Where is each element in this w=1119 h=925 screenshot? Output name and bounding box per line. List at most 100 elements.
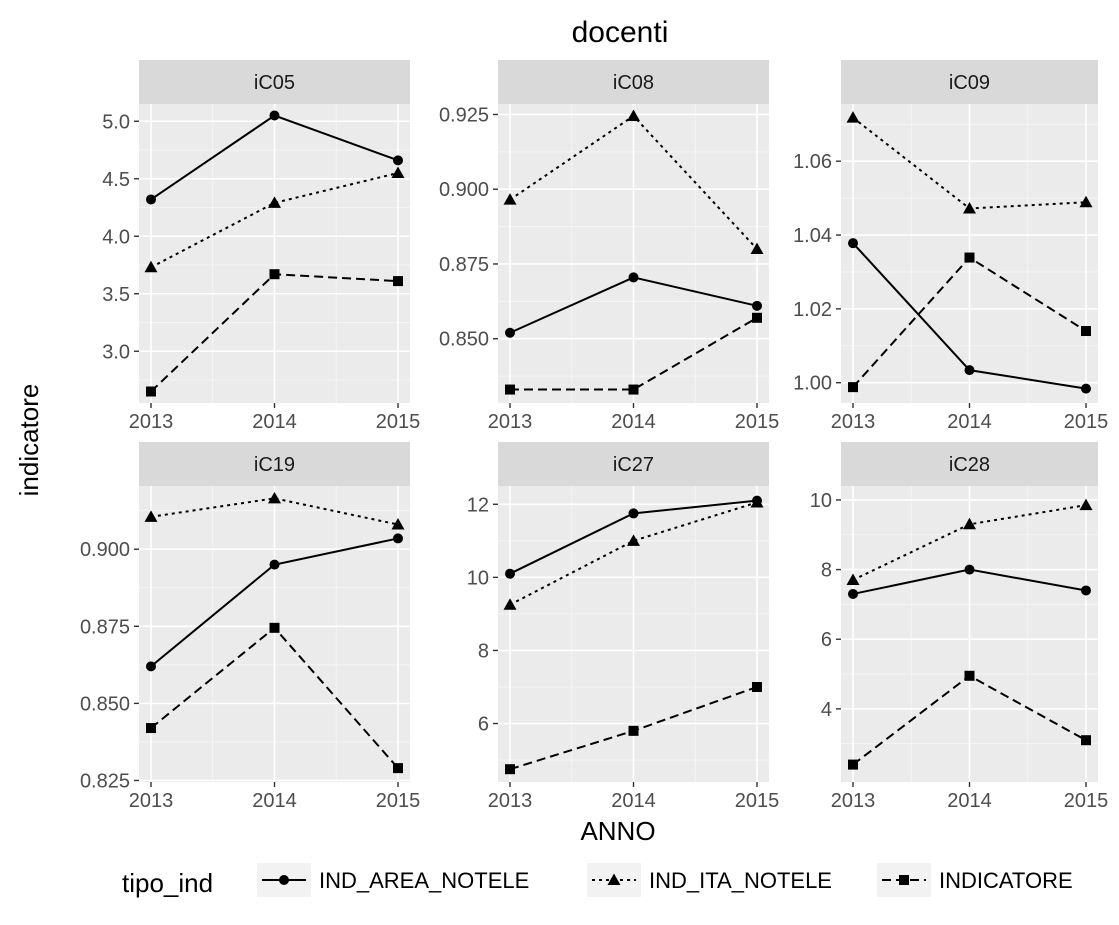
x-tick-label: 2013	[831, 411, 876, 433]
facet-panel-iC08: iC08 2013 2014 2015 0.850 0.875 0.900 0.925	[439, 60, 779, 433]
data-point-IND_ITA_NOTELE	[503, 598, 517, 610]
data-point-IND_AREA_NOTELE	[505, 568, 515, 579]
series-line-IND_ITA_NOTELE	[509, 501, 758, 606]
facet-strip	[139, 60, 410, 104]
data-point-INDICATORE	[848, 759, 858, 770]
x-tick-label: 2015	[376, 411, 421, 433]
legend-key-marker	[899, 875, 909, 885]
y-tick-label: 6	[821, 629, 832, 651]
y-tick-label: 5.0	[102, 111, 130, 133]
data-point-INDICATORE	[269, 269, 280, 280]
data-point-IND_ITA_NOTELE	[963, 201, 976, 214]
data-point-IND_AREA_NOTELE	[269, 559, 280, 570]
y-tick-label: 4.0	[102, 226, 130, 248]
legend-key-marker	[607, 873, 621, 885]
legend-label: IND_AREA_NOTELE	[319, 868, 529, 893]
series-line-IND_ITA_NOTELE	[852, 504, 1087, 581]
facet-strip	[841, 60, 1098, 104]
y-tick-label: 4.5	[102, 169, 130, 191]
facet-strip-label: iC05	[254, 72, 295, 94]
y-tick-label: 8	[821, 560, 832, 582]
y-tick-label: 0.825	[80, 770, 130, 792]
data-point-IND_ITA_NOTELE	[268, 196, 281, 208]
facet-panels: iC05 2013 2014 2015 3.0 3.5 4.0 4.5 5.0 iC08 2013 2…	[80, 60, 1108, 812]
y-tick-label: 10	[467, 567, 489, 589]
data-point-IND_AREA_NOTELE	[146, 194, 156, 205]
facet-panel-iC27: iC27 2013 2014 2015 6 8 10 12	[467, 442, 780, 812]
x-tick-label: 2013	[129, 790, 174, 812]
data-point-INDICATORE	[752, 681, 762, 692]
y-tick-label: 0.900	[80, 539, 130, 561]
x-tick-label: 2015	[735, 790, 780, 812]
x-tick-label: 2013	[129, 411, 174, 433]
data-point-INDICATORE	[848, 382, 858, 393]
data-point-IND_ITA_NOTELE	[750, 242, 764, 255]
y-tick-label: 0.900	[439, 179, 489, 201]
facet-strip-label: iC27	[613, 454, 654, 476]
data-point-IND_AREA_NOTELE	[146, 661, 156, 672]
data-point-IND_ITA_NOTELE	[750, 495, 764, 508]
series-line-INDICATORE	[510, 316, 758, 391]
data-point-IND_AREA_NOTELE	[393, 155, 403, 166]
data-point-INDICATORE	[146, 723, 156, 734]
data-point-INDICATORE	[628, 384, 639, 395]
data-point-IND_ITA_NOTELE	[1079, 195, 1093, 208]
legend-label: IND_ITA_NOTELE	[649, 868, 832, 893]
y-tick-label: 8	[478, 640, 489, 662]
data-point-IND_AREA_NOTELE	[1081, 383, 1091, 394]
data-point-IND_AREA_NOTELE	[505, 327, 515, 338]
x-tick-label: 2014	[947, 411, 992, 433]
data-point-IND_AREA_NOTELE	[964, 365, 975, 376]
y-tick-label: 3.0	[102, 341, 130, 363]
data-point-IND_ITA_NOTELE	[846, 111, 860, 123]
x-tick-label: 2015	[735, 411, 780, 433]
facet-strip	[498, 442, 769, 486]
data-point-IND_ITA_NOTELE	[846, 573, 860, 586]
x-tick-label: 2014	[611, 411, 656, 433]
y-tick-label: 1.04	[793, 225, 832, 247]
x-tick-label: 2013	[488, 411, 533, 433]
data-point-IND_ITA_NOTELE	[627, 534, 640, 546]
data-point-INDICATORE	[393, 276, 403, 287]
data-point-INDICATORE	[146, 386, 156, 397]
facet-panel-iC05: iC05 2013 2014 2015 3.0 3.5 4.0 4.5 5.0	[102, 60, 420, 433]
x-tick-label: 2014	[252, 411, 297, 433]
data-point-INDICATORE	[393, 763, 403, 774]
legend-item-IND_ITA_NOTELE: IND_ITA_NOTELE	[587, 863, 832, 897]
data-point-IND_ITA_NOTELE	[627, 109, 640, 121]
data-point-IND_AREA_NOTELE	[269, 110, 280, 121]
legend-label: INDICATORE	[939, 868, 1073, 893]
y-tick-label: 1.06	[793, 151, 832, 173]
data-point-IND_AREA_NOTELE	[848, 238, 858, 249]
x-tick-label: 2014	[252, 790, 297, 812]
facet-strip-label: iC19	[254, 454, 295, 476]
data-point-INDICATORE	[964, 670, 975, 681]
data-point-IND_ITA_NOTELE	[391, 166, 405, 178]
facet-strip	[498, 60, 769, 104]
data-point-IND_AREA_NOTELE	[752, 300, 762, 311]
legend-item-INDICATORE: INDICATORE	[877, 863, 1073, 897]
data-point-INDICATORE	[628, 725, 639, 736]
facet-strip-label: iC08	[613, 72, 654, 94]
facet-strip-label: iC09	[949, 72, 990, 94]
data-point-IND_ITA_NOTELE	[503, 193, 517, 205]
facet-strip	[139, 442, 410, 486]
data-point-INDICATORE	[505, 764, 515, 775]
facet-strip	[841, 442, 1098, 486]
x-tick-label: 2015	[1064, 790, 1109, 812]
data-point-IND_AREA_NOTELE	[1081, 585, 1091, 596]
data-point-IND_ITA_NOTELE	[144, 260, 158, 273]
x-axis-title: ANNO	[580, 816, 655, 846]
x-tick-label: 2013	[488, 790, 533, 812]
data-point-IND_ITA_NOTELE	[144, 510, 158, 522]
data-point-IND_AREA_NOTELE	[393, 533, 403, 544]
x-tick-label: 2014	[947, 790, 992, 812]
data-point-INDICATORE	[752, 312, 762, 323]
y-tick-label: 0.875	[80, 616, 130, 638]
data-point-INDICATORE	[1081, 735, 1091, 746]
y-tick-label: 1.02	[793, 299, 832, 321]
data-point-INDICATORE	[269, 622, 280, 633]
facet-panel-iC28: iC28 2013 2014 2015 4 6 8 10	[810, 442, 1109, 812]
y-tick-label: 12	[467, 494, 489, 516]
